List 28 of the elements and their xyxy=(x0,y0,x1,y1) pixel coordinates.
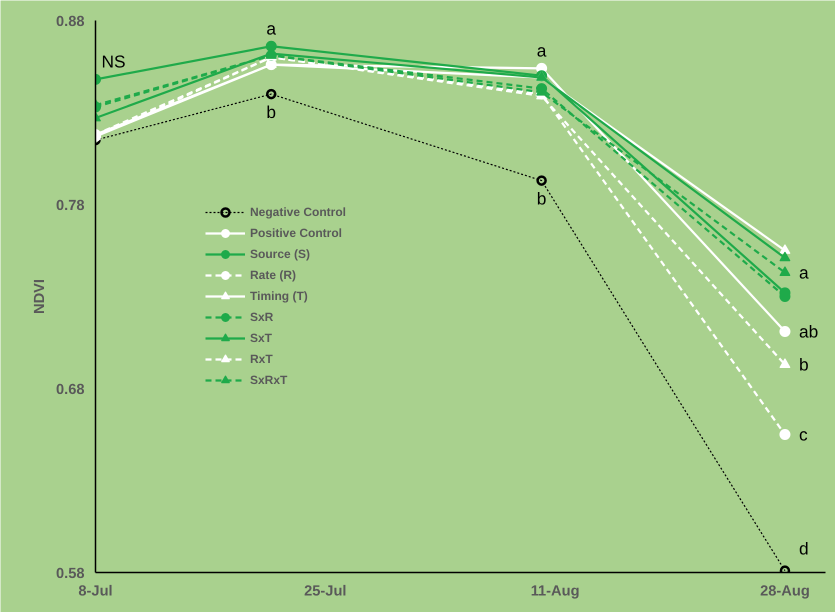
annotation: a xyxy=(266,18,276,38)
y-tick-label: 0.68 xyxy=(56,382,85,398)
legend-label: SxR xyxy=(250,310,274,324)
annotation: ab xyxy=(798,321,818,342)
annotation: b xyxy=(798,354,809,375)
legend-label: Negative Control xyxy=(250,205,346,219)
legend-label: RxT xyxy=(250,352,273,366)
legend-label: SxT xyxy=(250,331,272,345)
x-tick-label: 11-Aug xyxy=(530,584,580,600)
legend-label: SxRxT xyxy=(250,373,288,387)
legend-label: Source (S) xyxy=(250,247,310,261)
annotation: a xyxy=(798,262,809,283)
annotation: c xyxy=(798,424,808,444)
y-tick-label: 0.78 xyxy=(56,198,85,214)
legend-label: Positive Control xyxy=(250,226,342,240)
legend-label: Timing (T) xyxy=(250,289,308,303)
annotation: b xyxy=(266,102,276,122)
y-tick-label: 0.88 xyxy=(56,14,85,30)
y-tick-label: 0.58 xyxy=(56,566,85,582)
annotation: b xyxy=(536,188,546,209)
x-tick-label: 8-Jul xyxy=(78,584,113,600)
x-tick-label: 28-Aug xyxy=(760,584,810,600)
annotation: a xyxy=(536,40,547,60)
annotation: NS xyxy=(102,51,126,72)
y-axis-title: NDVI xyxy=(32,278,48,314)
annotation: d xyxy=(798,538,809,559)
x-tick-label: 25-Jul xyxy=(304,584,346,600)
legend-label: Rate (R) xyxy=(250,268,296,282)
